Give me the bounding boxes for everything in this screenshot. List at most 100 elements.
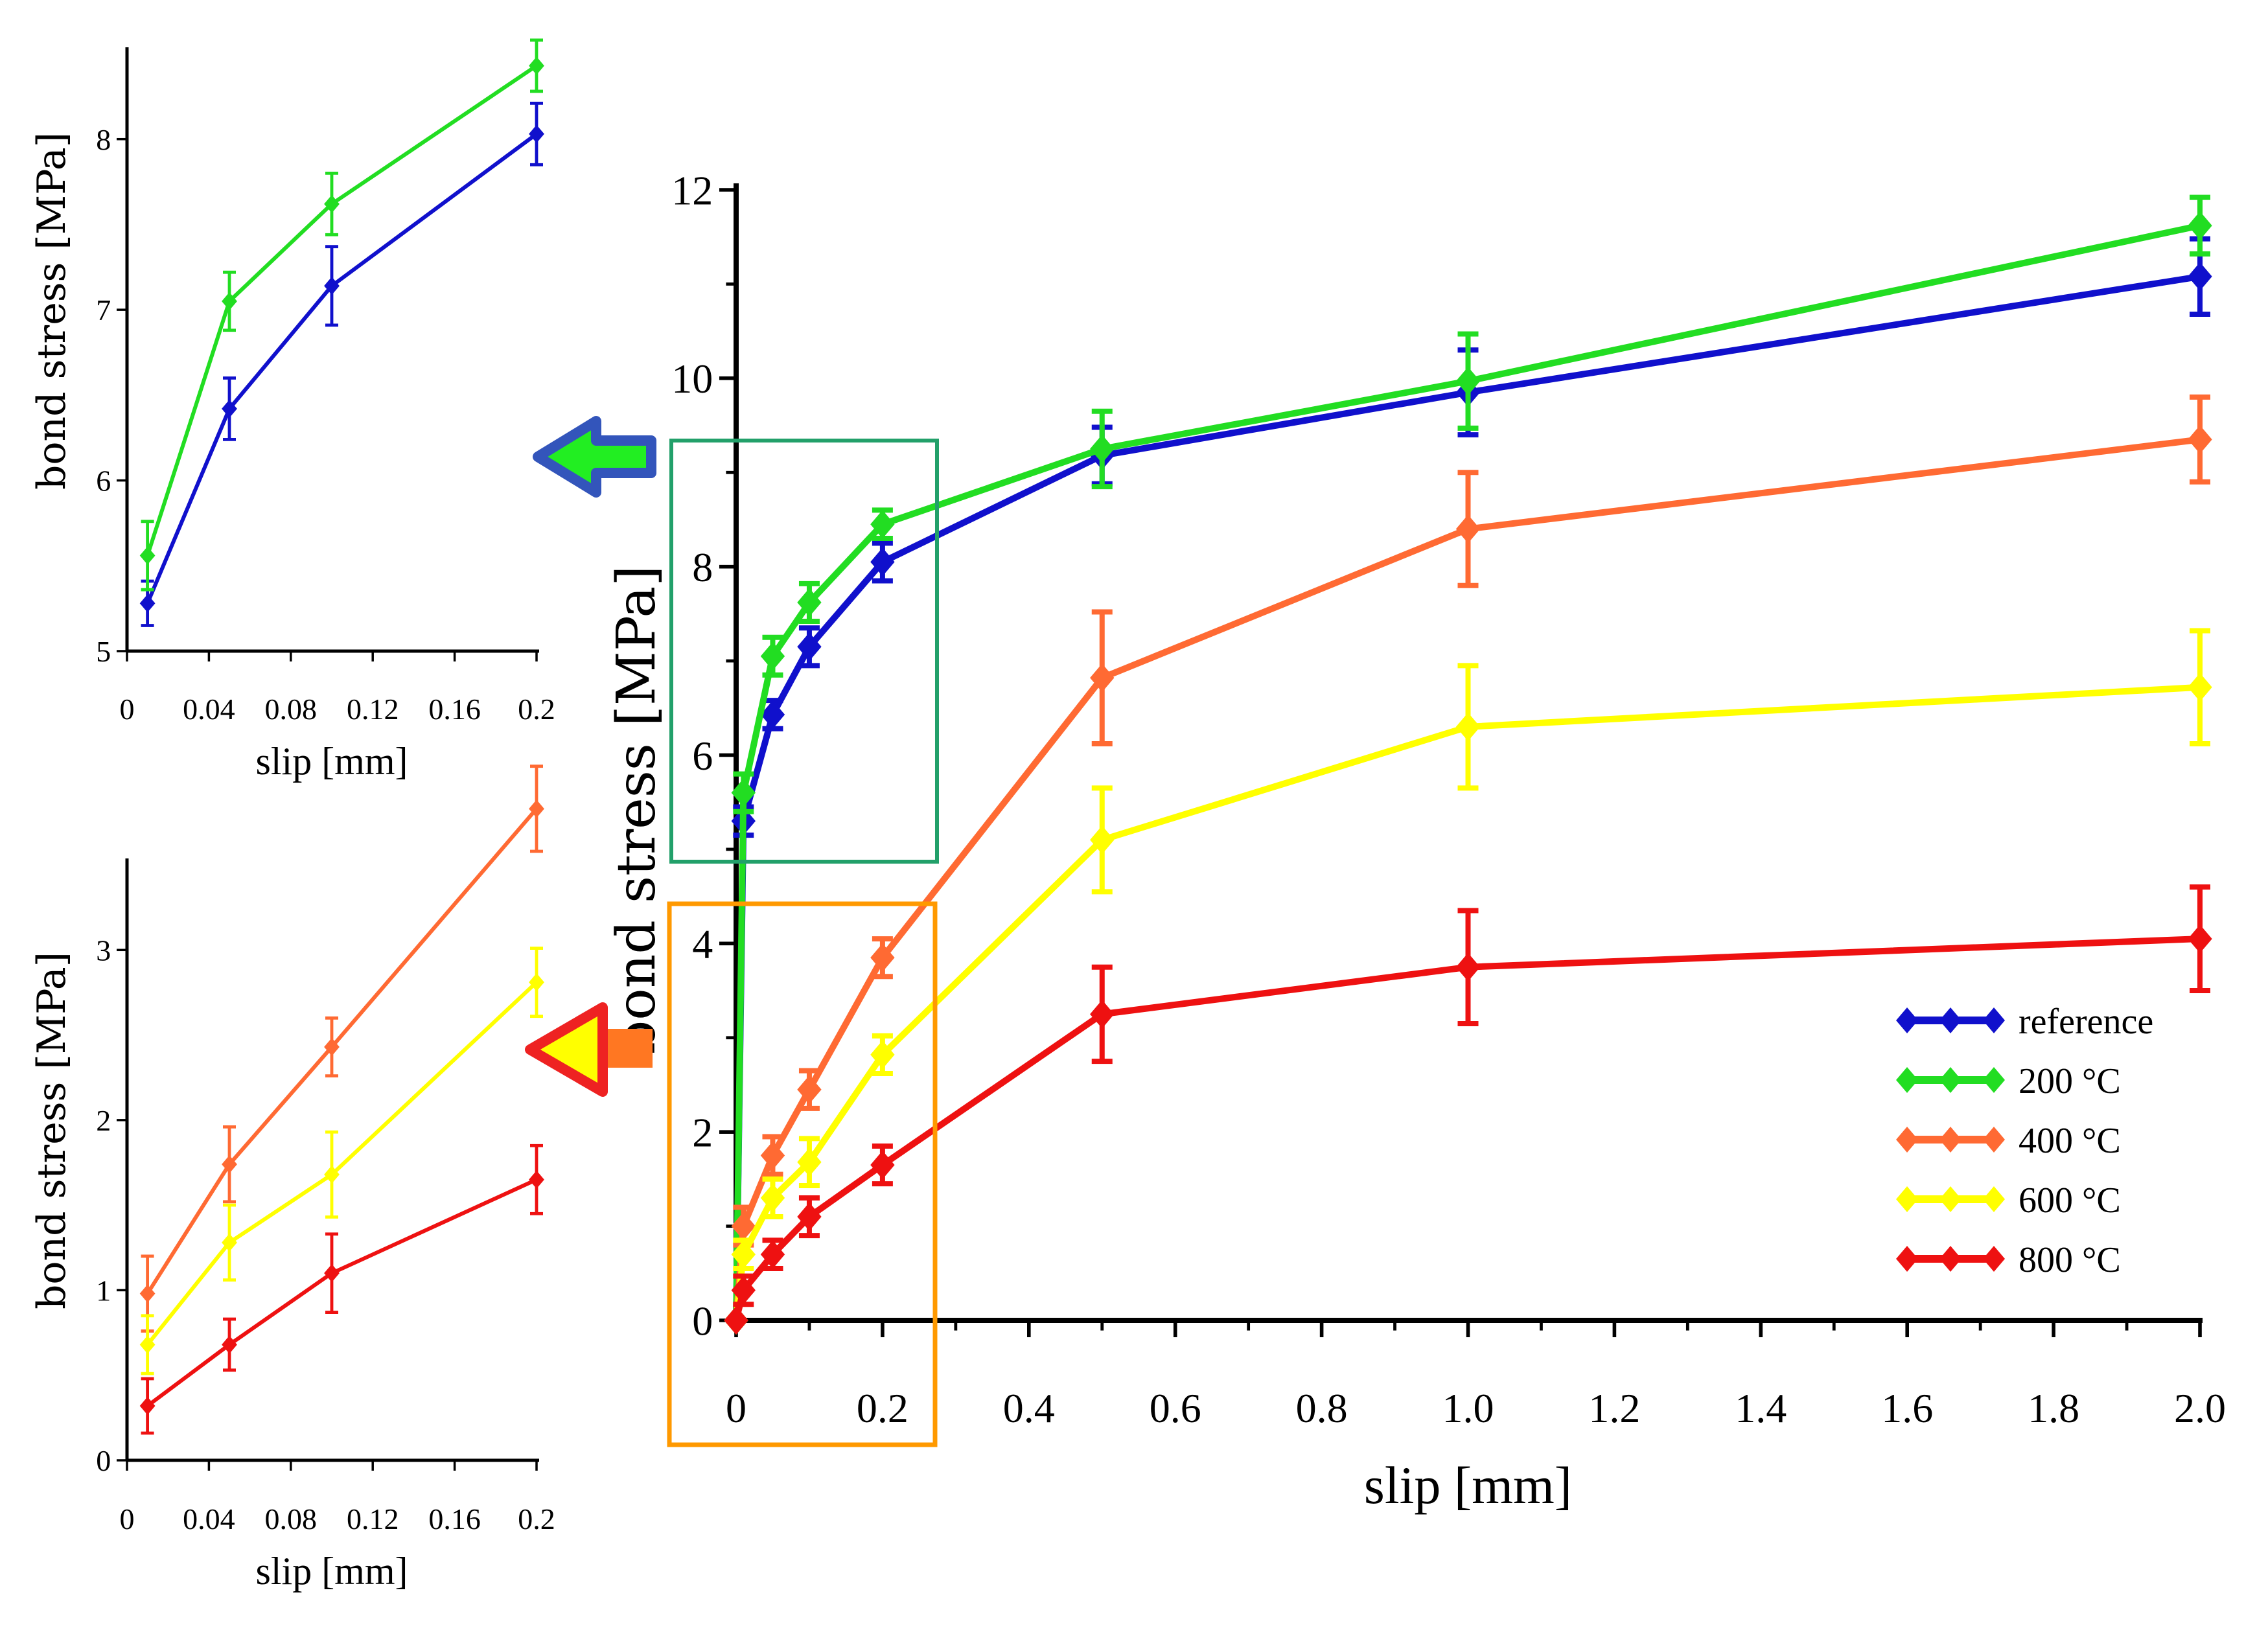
x-tick-label: 0.2 — [857, 1385, 908, 1431]
data-point — [797, 632, 822, 661]
legend-swatch-marker — [1983, 1067, 2005, 1093]
y-tick-label: 6 — [692, 733, 713, 779]
annotations — [525, 416, 939, 1447]
x-tick-label: 0.04 — [183, 1502, 235, 1535]
data-point — [2188, 211, 2212, 240]
y-tick-label: 3 — [96, 934, 111, 967]
x-tick-label: 0 — [120, 693, 135, 726]
data-point — [797, 588, 822, 617]
inset-top-chart: 0 0.04 0.08 0.12 0.16 0.2 5 6 7 8 slip [mm] bond st… — [29, 38, 555, 783]
data-point — [324, 1165, 340, 1184]
inset-bottom-chart: 0 0.04 0.08 0.12 0.16 0.2 0 1 2 3 slip [mm] bond st… — [29, 764, 555, 1592]
x-axis-label: slip [mm] — [1364, 1456, 1572, 1515]
x-tick-label: 0.2 — [518, 693, 555, 726]
y-tick-label: 6 — [96, 465, 111, 498]
series-line — [146, 980, 538, 1346]
data-point — [1090, 663, 1115, 693]
y-axis-label: bond stress [MPa] — [606, 566, 667, 1055]
legend-entry-reference: reference — [1896, 1002, 2153, 1042]
legend-swatch-marker — [1939, 1127, 1961, 1153]
y-tick-label: 0 — [96, 1444, 111, 1477]
x-axis-label: slip [mm] — [256, 740, 408, 783]
series-line — [146, 807, 538, 1295]
legend-entry-400-c: 400 °C — [1896, 1121, 2121, 1161]
x-tick-label: 0.08 — [265, 693, 318, 726]
data-point — [1455, 952, 1481, 982]
legend-label: 800 °C — [2019, 1240, 2121, 1280]
data-point — [760, 1240, 785, 1269]
y-tick-label: 8 — [96, 123, 111, 156]
data-point — [324, 194, 340, 213]
data-point — [139, 1396, 156, 1415]
y-tick-label: 12 — [671, 167, 713, 213]
data-point — [870, 547, 895, 577]
legend: reference 200 °C 400 °C 600 °C 800 °C — [1896, 1002, 2153, 1280]
legend-label: reference — [2019, 1002, 2153, 1042]
series-600-c — [724, 628, 2212, 1335]
data-point — [222, 1155, 237, 1174]
legend-swatch-marker — [1939, 1186, 1961, 1212]
x-tick-label: 0.08 — [265, 1502, 318, 1535]
legend-swatch-marker — [1896, 1186, 1918, 1212]
x-tick-label: 0.8 — [1296, 1385, 1348, 1431]
y-axis-label: bond stress [MPa] — [29, 132, 75, 490]
legend-swatch-marker — [1983, 1007, 2005, 1033]
data-point — [529, 56, 544, 75]
legend-swatch-marker — [1983, 1186, 2005, 1212]
data-point — [760, 1183, 785, 1212]
arrow-icon-bottom — [525, 1002, 608, 1097]
x-tick-label: 1.8 — [2028, 1385, 2079, 1431]
data-point — [760, 1141, 785, 1170]
x-tick-label: 1.2 — [1588, 1385, 1640, 1431]
data-point — [760, 641, 785, 671]
highlight-box-bottom — [667, 901, 938, 1447]
x-tick-label: 0.12 — [347, 693, 399, 726]
data-point — [1455, 514, 1481, 544]
legend-swatch-marker — [1896, 1127, 1918, 1153]
data-point — [529, 124, 544, 143]
data-point — [529, 799, 544, 818]
data-point — [731, 1276, 756, 1305]
series-line — [145, 63, 538, 557]
x-tick-label: 0.16 — [428, 1502, 481, 1535]
y-axis-label: bond stress [MPa] — [29, 952, 75, 1309]
series-line — [733, 222, 2201, 1321]
data-point — [1090, 434, 1115, 463]
legend-entry-800-c: 800 °C — [1896, 1240, 2121, 1280]
data-point — [797, 1202, 822, 1232]
main-chart: 0 0.2 0.4 0.6 0.8 1.0 1.2 1.4 1.6 1.8 2.0 0 2 4 6 8 10 12… — [606, 167, 2226, 1515]
data-point — [139, 594, 156, 613]
data-point — [870, 1151, 895, 1180]
data-point — [797, 1075, 822, 1104]
legend-swatch-marker — [1896, 1067, 1918, 1093]
data-point — [2188, 262, 2212, 291]
x-tick-label: 0 — [120, 1502, 135, 1535]
x-tick-label: 0.12 — [347, 1502, 399, 1535]
data-point — [724, 1306, 748, 1335]
legend-swatch-marker — [1983, 1246, 2005, 1272]
series-800-c — [139, 1144, 544, 1435]
series-600-c — [139, 947, 544, 1375]
data-point — [1090, 825, 1115, 855]
legend-entry-200-c: 200 °C — [1896, 1061, 2121, 1101]
x-tick-label: 1.6 — [1881, 1385, 1933, 1431]
arrow-tail-bottom — [599, 1029, 653, 1068]
x-axis-label: slip [mm] — [256, 1550, 408, 1592]
data-point — [324, 1264, 340, 1283]
data-point — [139, 546, 156, 565]
data-point — [1090, 1000, 1115, 1029]
series-reference — [139, 101, 544, 627]
legend-swatch-marker — [1939, 1007, 1961, 1033]
highlight-box-top — [669, 439, 939, 864]
series-200-c — [139, 38, 544, 592]
data-point — [870, 510, 895, 539]
data-point — [731, 778, 756, 807]
data-point — [2188, 672, 2212, 702]
data-point — [139, 1284, 156, 1303]
legend-swatch-marker — [1896, 1007, 1918, 1033]
data-point — [2188, 425, 2212, 454]
legend-entry-600-c: 600 °C — [1896, 1180, 2121, 1221]
y-tick-label: 8 — [692, 544, 713, 590]
